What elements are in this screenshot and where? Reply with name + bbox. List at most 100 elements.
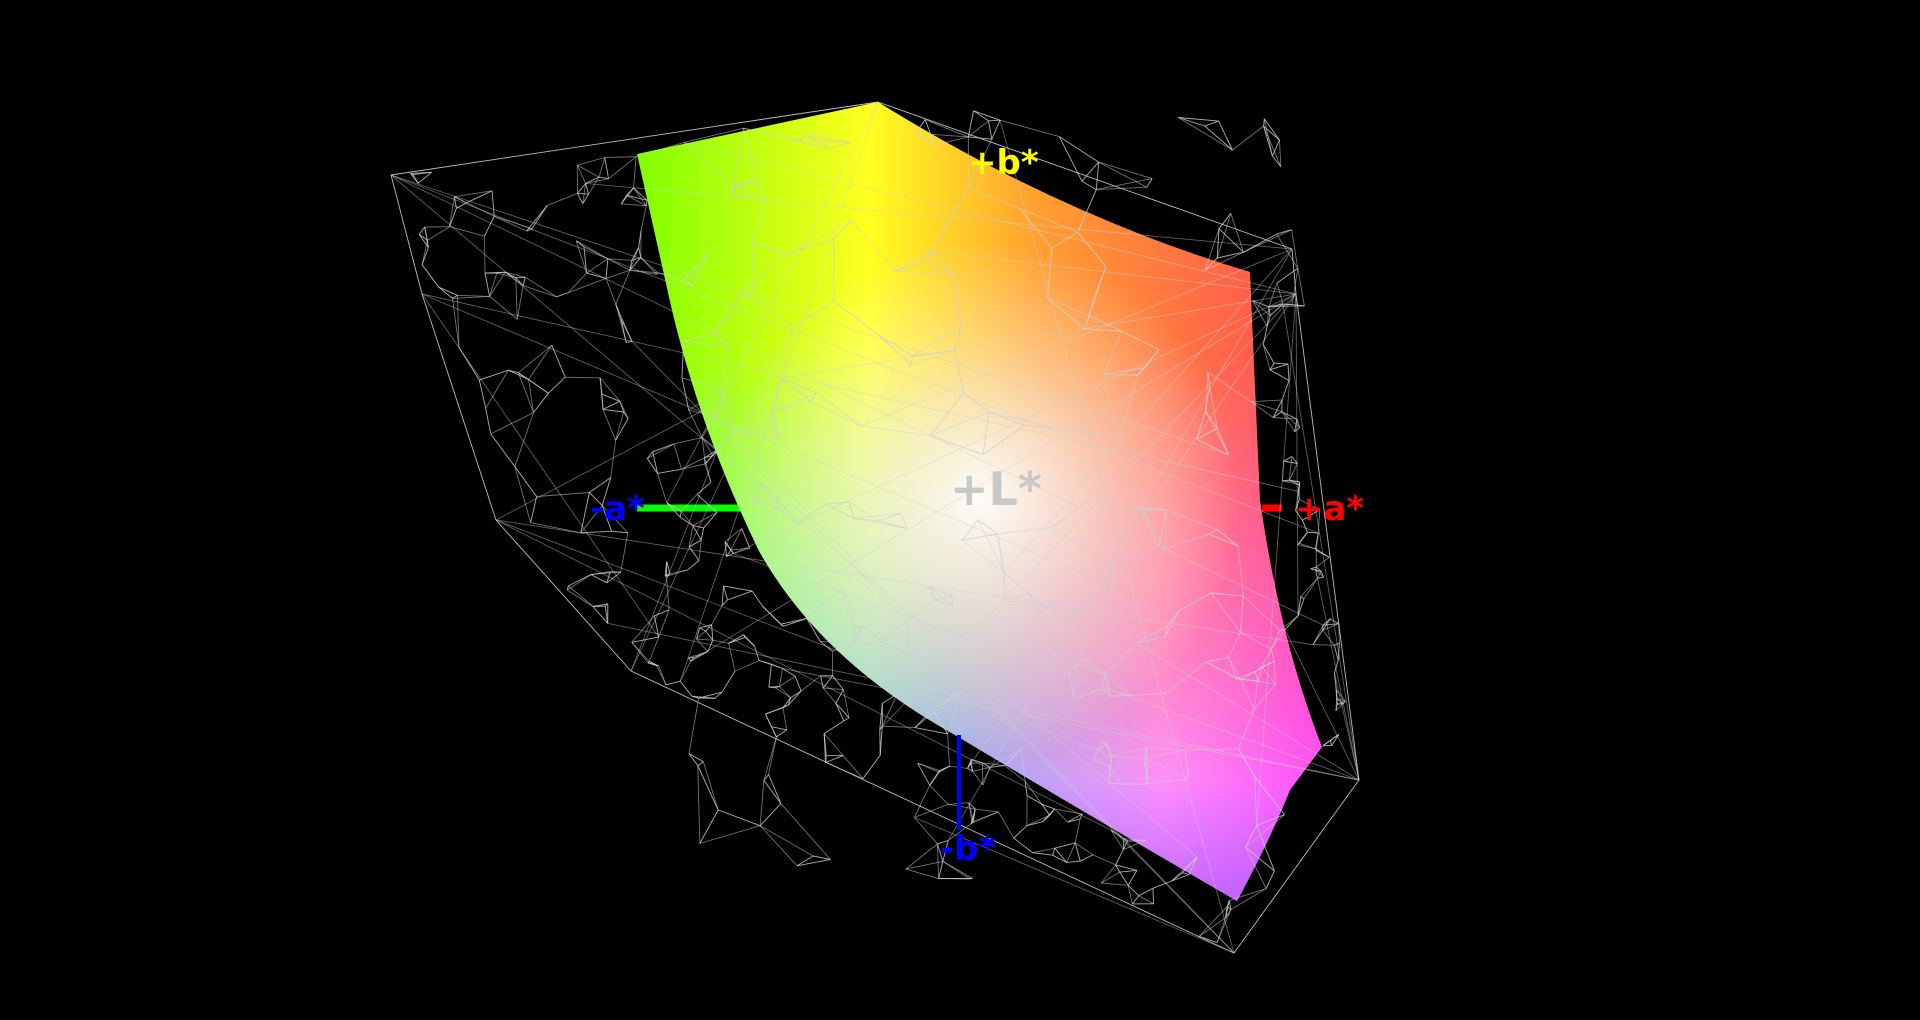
wire-edge <box>1093 749 1098 761</box>
wire-edge <box>882 693 898 704</box>
wire-edge <box>494 215 527 232</box>
wire-edge <box>932 690 962 710</box>
wire-edge <box>773 425 781 439</box>
wire-edge <box>516 285 524 320</box>
wire-edge <box>1028 593 1041 606</box>
wire-edge <box>1336 698 1344 705</box>
wire-edge <box>860 248 1293 427</box>
wire-edge <box>701 416 716 438</box>
wire-edge <box>1107 561 1117 588</box>
wire-edge <box>721 585 724 606</box>
wire-edge <box>1079 813 1083 820</box>
wire-edge <box>1004 748 1022 766</box>
wire-edge <box>1295 293 1299 616</box>
wire-edge <box>1095 162 1100 190</box>
wire-edge <box>1225 906 1228 918</box>
wire-edge <box>390 101 879 176</box>
wire-edge <box>1164 625 1169 638</box>
wire-edge <box>1299 542 1316 550</box>
wire-edge <box>751 243 788 255</box>
wire-edge <box>1297 481 1300 492</box>
wire-edge <box>825 762 864 780</box>
wire-edge <box>1216 529 1239 547</box>
wire-edge <box>633 187 647 206</box>
wire-edge <box>758 660 772 665</box>
wire-edge <box>631 340 1235 954</box>
wire-edge <box>530 496 538 523</box>
wire-edge <box>1253 684 1276 710</box>
wire-edge <box>692 512 718 526</box>
wire-edge <box>1101 688 1111 697</box>
wire-edge <box>910 355 914 365</box>
wire-edge <box>1312 644 1335 646</box>
wire-edge <box>1297 268 1305 306</box>
wire-edge <box>620 318 633 342</box>
wire-edge <box>1115 864 1138 871</box>
wire-edge <box>1024 781 1028 796</box>
wireframe-mesh <box>390 101 1360 954</box>
wire-edge <box>1108 546 1159 563</box>
wire-edge <box>1317 571 1322 579</box>
wire-edge <box>762 606 784 627</box>
wire-edge <box>692 695 715 699</box>
wire-edge <box>1266 315 1271 327</box>
wire-edge <box>764 713 772 727</box>
wire-edge <box>556 292 569 298</box>
wire-edge <box>942 840 949 862</box>
wire-edge <box>948 803 976 810</box>
wire-edge <box>1103 561 1109 591</box>
wire-edge <box>937 840 949 845</box>
wire-edge <box>925 119 969 138</box>
wire-edge <box>787 219 852 255</box>
wire-edge <box>1303 578 1318 600</box>
wire-edge <box>751 590 764 607</box>
wire-edge <box>491 190 495 217</box>
wire-edge <box>390 174 423 295</box>
wire-edge <box>607 622 1360 781</box>
wire-edge <box>1119 871 1129 886</box>
wire-edge <box>1164 510 1168 549</box>
wire-edge <box>810 400 862 427</box>
wire-edge <box>1074 842 1081 862</box>
wire-edge <box>1019 207 1053 249</box>
wire-edge <box>751 500 778 509</box>
wire-edge <box>723 585 728 601</box>
wire-edge <box>685 277 694 287</box>
wire-edge <box>1284 615 1299 630</box>
wire-edge <box>968 136 992 140</box>
wire-edge <box>449 196 455 227</box>
wire-edge <box>456 295 460 348</box>
wire-edge <box>479 369 509 381</box>
wire-edge <box>530 522 581 534</box>
wire-edge <box>1315 532 1319 549</box>
wire-edge <box>1137 506 1160 548</box>
wire-edge <box>878 520 908 530</box>
wire-edge <box>1122 840 1129 850</box>
wire-edge <box>1270 649 1275 662</box>
wire-edge <box>768 736 777 775</box>
wire-edge <box>1262 344 1275 364</box>
wire-edge <box>1026 814 1050 827</box>
wire-edge <box>1003 248 1293 573</box>
wire-edge <box>797 858 831 867</box>
wire-edge <box>1205 411 1229 456</box>
wire-edge <box>733 293 1297 554</box>
wire-edge <box>680 493 698 512</box>
wire-edge <box>390 174 1319 534</box>
wire-edge <box>611 530 628 534</box>
wire-edge <box>696 481 712 495</box>
wire-edge <box>1182 872 1190 875</box>
wire-edge <box>704 455 714 465</box>
wire-edge <box>1228 657 1237 679</box>
wire-edge <box>1136 636 1166 644</box>
wire-edge <box>1252 300 1270 308</box>
wire-edge <box>1167 610 1179 627</box>
wire-edge <box>688 651 708 659</box>
wire-edge <box>732 185 735 195</box>
wire-edge <box>936 843 944 862</box>
wire-edge <box>1084 502 1143 511</box>
wire-edge <box>1228 631 1242 658</box>
wire-edge <box>390 174 1229 456</box>
wire-edge <box>759 780 765 826</box>
